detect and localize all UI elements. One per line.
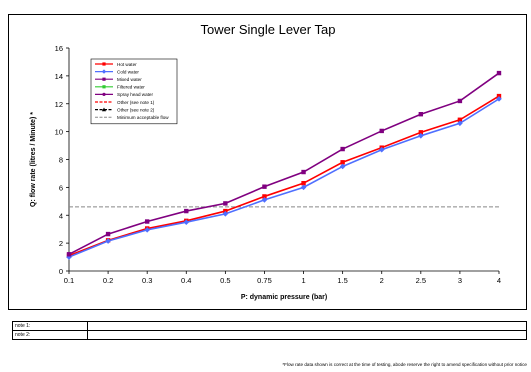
legend-marker — [102, 77, 106, 81]
data-point — [418, 133, 424, 139]
x-tick-label: 0.4 — [181, 276, 191, 285]
legend-marker — [102, 85, 106, 89]
x-tick-label: 0.5 — [220, 276, 230, 285]
x-axis-label: P: dynamic pressure (bar) — [241, 294, 327, 301]
x-tick-label: 4 — [497, 276, 501, 285]
x-tick-label: 2 — [380, 276, 384, 285]
legend-label: Minimum acceptable flow — [117, 115, 169, 120]
data-point — [457, 98, 463, 104]
data-point — [223, 201, 228, 206]
data-point — [339, 163, 346, 170]
y-tick-label: 8 — [59, 156, 63, 165]
series-line-2 — [68, 72, 500, 255]
legend-label: Other (see note 1) — [117, 100, 155, 105]
data-point — [66, 252, 72, 257]
chart-title: Tower Single Lever Tap — [201, 22, 336, 37]
x-tick-label: 2.5 — [416, 276, 426, 285]
note-2-value — [87, 330, 527, 340]
legend-label: Hot water — [117, 62, 137, 67]
data-point — [262, 184, 267, 189]
y-tick-label: 16 — [55, 44, 63, 53]
data-point — [301, 180, 306, 186]
x-tick-label: 3 — [458, 276, 462, 285]
x-tick-label: 0.2 — [103, 276, 113, 285]
y-tick-label: 0 — [59, 267, 63, 276]
chart-frame: Tower Single Lever Tap 0 2 4 6 8 10 12 14 16 0.1 0.… — [8, 14, 527, 310]
note-1-value — [87, 321, 527, 331]
data-point — [418, 130, 424, 135]
flow-rate-disclaimer: *Flow rate data shown is correct at the … — [282, 362, 527, 367]
note-1-label: note 1: — [12, 321, 88, 331]
data-point — [105, 238, 111, 244]
data-point — [222, 211, 229, 217]
data-point — [66, 254, 72, 260]
y-tick-label: 4 — [59, 211, 63, 220]
note-row-1: note 1: — [12, 321, 527, 331]
legend-label: Cold water — [117, 69, 139, 74]
y-axis-label: Q: flow rate (litres / Minute) * — [30, 112, 37, 207]
y-tick-label: 2 — [59, 239, 63, 248]
x-tick-label: 0.75 — [257, 276, 272, 285]
legend-marker — [101, 69, 107, 74]
legend-label: Spray head water — [117, 92, 153, 97]
notes-table: note 1: note 2: — [12, 321, 527, 340]
legend-label: Filtered water — [117, 85, 145, 90]
data-point — [262, 194, 267, 199]
data-point — [378, 146, 385, 153]
legend-box — [90, 58, 178, 125]
data-point — [183, 219, 190, 226]
data-point — [144, 219, 150, 224]
y-tick-label: 10 — [55, 128, 63, 137]
series-line-0 — [68, 95, 500, 257]
series-line-1 — [68, 98, 500, 258]
note-2-label: note 2: — [12, 330, 88, 340]
data-point — [184, 208, 189, 214]
legend-marker — [101, 107, 107, 112]
data-point — [379, 128, 384, 134]
legend-marker — [102, 92, 106, 96]
data-point — [496, 70, 502, 76]
legend-label: Other (see note 2) — [117, 107, 155, 112]
data-point — [144, 227, 150, 233]
data-point — [261, 197, 268, 203]
data-point — [300, 184, 307, 191]
legend-marker — [102, 62, 106, 66]
x-tick-label: 1.5 — [337, 276, 347, 285]
data-point — [105, 231, 111, 237]
legend-label: Mixed water — [117, 77, 142, 82]
y-tick-label: 6 — [59, 183, 63, 192]
y-tick-label: 14 — [55, 72, 63, 81]
x-tick-label: 1 — [301, 276, 305, 285]
x-tick-label: 0.3 — [142, 276, 152, 285]
data-point — [418, 112, 424, 117]
data-point — [457, 117, 463, 122]
data-point — [457, 120, 463, 127]
data-point — [496, 96, 502, 102]
data-point — [301, 169, 306, 175]
x-tick-label: 0.1 — [64, 276, 74, 285]
data-point — [340, 160, 345, 165]
y-tick-label: 12 — [55, 100, 63, 109]
note-row-2: note 2: — [12, 330, 527, 340]
data-point — [340, 146, 345, 152]
